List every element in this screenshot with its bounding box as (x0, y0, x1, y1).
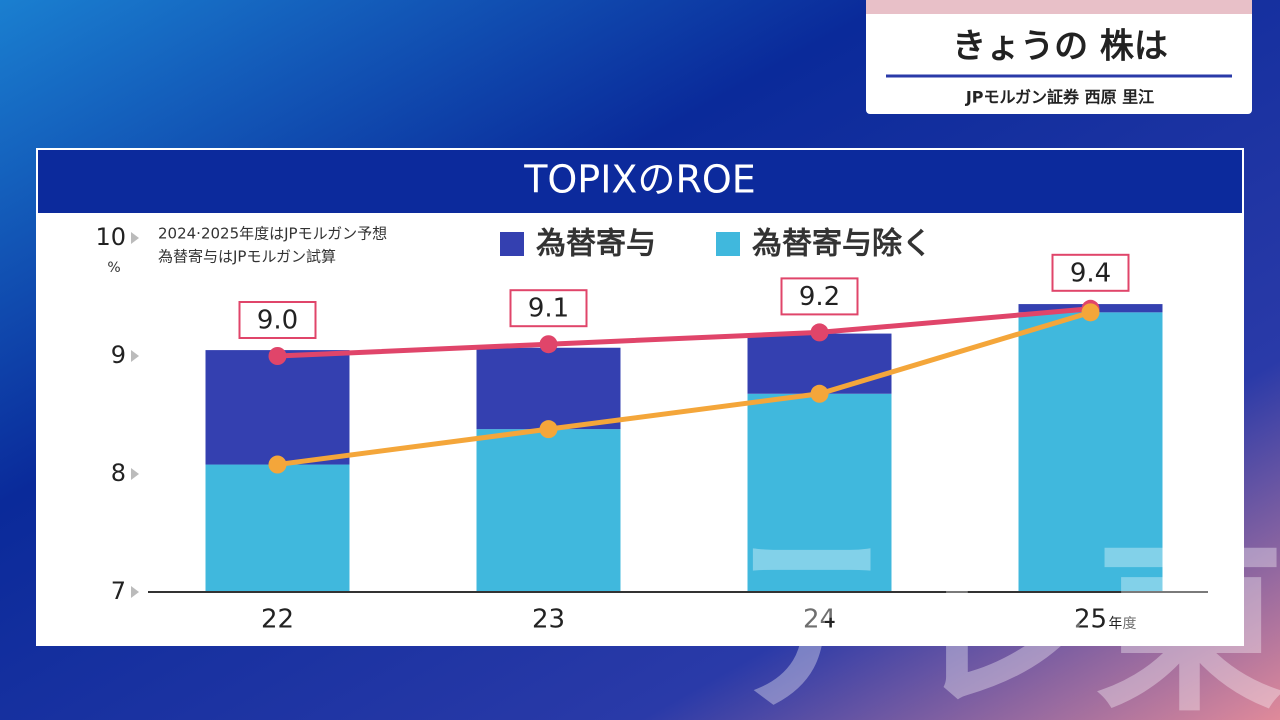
tick-mark (131, 232, 139, 244)
x-tick-label: 23 (532, 605, 565, 635)
line-point (1081, 303, 1100, 322)
header-box: きょうの 株は JPモルガン証券 西原 里江 (866, 0, 1252, 114)
bar-segment (1018, 312, 1163, 592)
value-label: 9.4 (1070, 258, 1111, 288)
tick-mark (131, 350, 139, 362)
line-point (810, 323, 829, 342)
line (277, 306, 1091, 359)
value-label-box (238, 301, 317, 339)
value-label: 9.0 (257, 306, 298, 336)
bar-segment (205, 350, 350, 465)
legend-swatch (500, 232, 524, 256)
value-label-box (780, 277, 859, 316)
chart-title: TOPIXのROE (523, 158, 756, 202)
bar-segment (476, 429, 621, 592)
watermark: テレ東 (715, 516, 1280, 720)
value-label-box (1051, 253, 1130, 292)
y-unit: % (107, 260, 120, 276)
legend-swatch (716, 232, 740, 256)
bar-segment (476, 347, 621, 430)
value-label: 9.1 (528, 294, 569, 324)
line (277, 309, 1092, 468)
plot: 7 8 9 10 為替寄与 為替寄与除く 22 23 24 25 年度 9.0 9.1 9.2 9.4 (95, 223, 1208, 635)
line-point (810, 384, 829, 403)
x-tick-label: 22 (261, 605, 294, 635)
y-tick-label: 8 (111, 459, 126, 487)
legend-label: 為替寄与除く (752, 227, 932, 262)
header-subtitle: JPモルガン証券 西原 里江 (965, 88, 1154, 107)
x-tick-label: 25 (1074, 605, 1107, 635)
x-unit: 年度 (1109, 616, 1137, 632)
x-tick-label: 24 (803, 605, 836, 635)
legend-label: 為替寄与 (536, 227, 656, 262)
header-panel (866, 0, 1252, 114)
line-point (539, 335, 558, 354)
value-label: 9.2 (799, 282, 840, 312)
line-point (268, 347, 287, 365)
tick-mark (131, 586, 139, 598)
header-strip (866, 0, 1252, 14)
bar-segment (205, 464, 350, 592)
line-point (539, 420, 558, 439)
note: 2024·2025年度はJPモルガン予想 (158, 225, 387, 243)
tick-mark (131, 468, 139, 480)
header-title: きょうの 株は (952, 27, 1168, 67)
bar-segment (747, 393, 892, 592)
chart-title-bar (38, 150, 1242, 213)
y-tick-label: 9 (111, 341, 126, 369)
y-tick-label: 10 (95, 223, 126, 251)
bar-segment (747, 333, 892, 394)
value-label-box (509, 289, 588, 328)
line-point (268, 455, 287, 474)
note: 為替寄与はJPモルガン試算 (158, 248, 336, 266)
y-tick-label: 7 (111, 577, 126, 605)
